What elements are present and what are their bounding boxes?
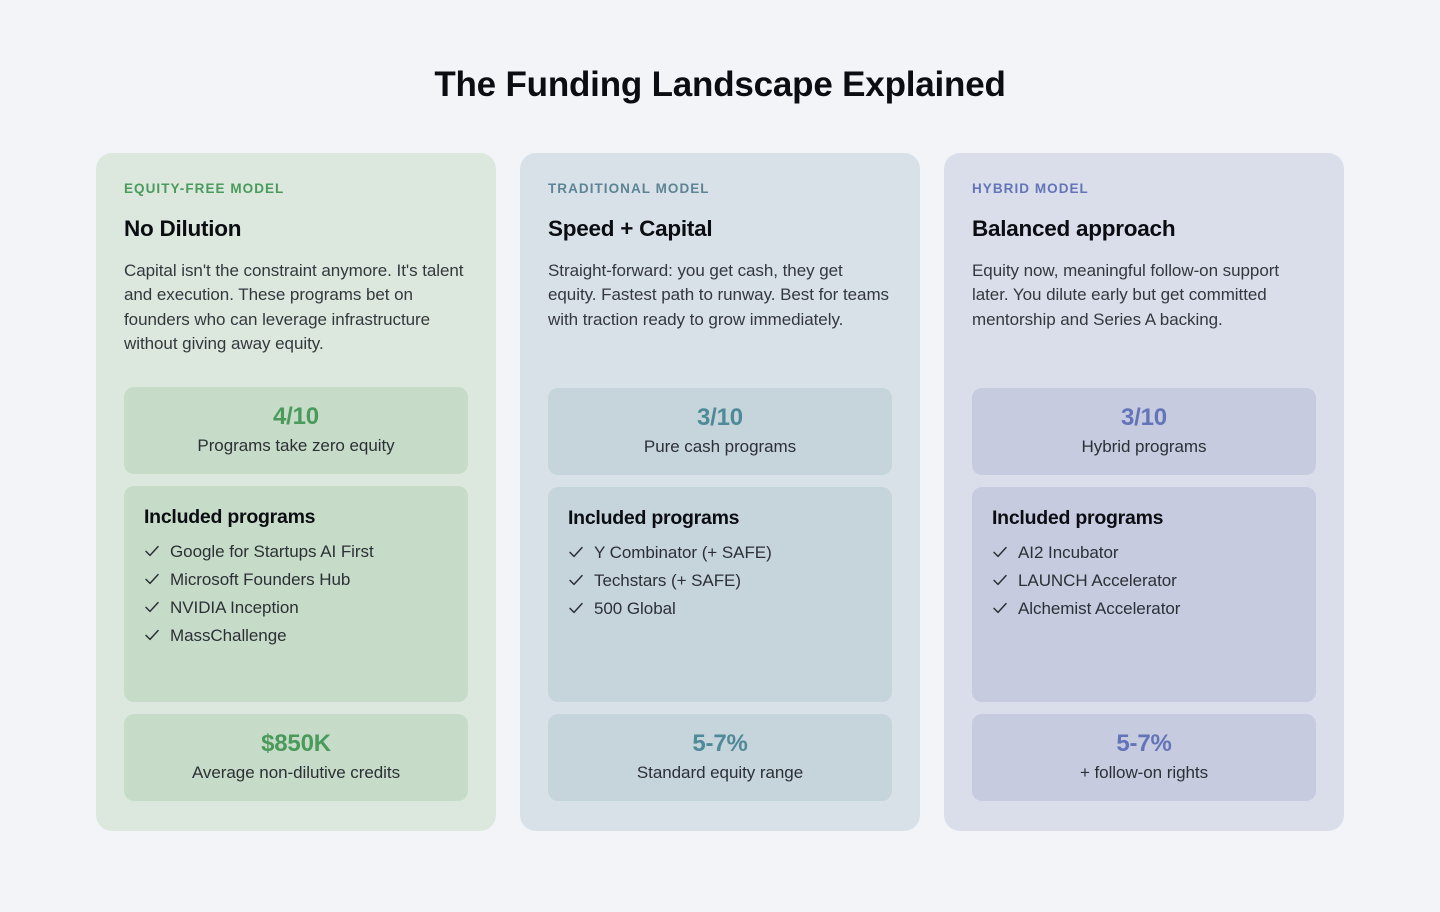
program-name: 500 Global — [594, 599, 676, 619]
card-eyebrow: HYBRID MODEL — [972, 181, 1089, 196]
list-item: Y Combinator (+ SAFE) — [568, 539, 872, 567]
check-icon — [568, 572, 584, 588]
programs-box: Included programs AI2 Incubator LAUNCH A… — [972, 487, 1316, 703]
top-stat-box: 3/10 Hybrid programs — [972, 388, 1316, 476]
bottom-stat-box: 5-7% + follow-on rights — [972, 714, 1316, 802]
program-name: Google for Startups AI First — [170, 541, 374, 561]
top-stat-label: Pure cash programs — [643, 437, 797, 457]
top-stat-value: 3/10 — [1121, 404, 1167, 432]
card-body-text: Straight-forward: you get cash, they get… — [548, 261, 890, 329]
check-icon — [144, 543, 160, 559]
programs-box: Included programs Google for Startups AI… — [124, 485, 468, 702]
programs-title: Included programs — [144, 505, 316, 528]
bottom-stat-box: 5-7% Standard equity range — [548, 714, 892, 802]
program-name: NVIDIA Inception — [170, 597, 299, 617]
list-item: NVIDIA Inception — [144, 594, 448, 622]
top-stat-label: Hybrid programs — [1081, 437, 1207, 457]
check-icon — [144, 571, 160, 587]
list-item: LAUNCH Accelerator — [992, 567, 1296, 595]
comparison-cards-row: EQUITY-FREE MODEL No Dilution Capital is… — [0, 153, 1440, 831]
card-spacer — [972, 332, 1316, 389]
card-eyebrow: EQUITY-FREE MODEL — [124, 181, 285, 196]
top-stat-value: 3/10 — [697, 404, 743, 432]
top-stat-value: 4/10 — [273, 402, 319, 430]
bottom-stat-value: 5-7% — [1116, 730, 1172, 758]
top-stat-box: 3/10 Pure cash programs — [548, 388, 892, 476]
list-item: Google for Startups AI First — [144, 538, 448, 566]
check-icon — [144, 627, 160, 643]
card-traditional-model: TRADITIONAL MODEL Speed + Capital Straig… — [520, 153, 920, 831]
program-name: LAUNCH Accelerator — [1018, 571, 1177, 591]
card-hybrid-model: HYBRID MODEL Balanced approach Equity no… — [944, 153, 1344, 831]
list-item: Alchemist Accelerator — [992, 595, 1296, 623]
program-list: Y Combinator (+ SAFE) Techstars (+ SAFE)… — [568, 539, 872, 623]
bottom-stat-value: $850K — [261, 730, 331, 757]
check-icon — [568, 600, 584, 616]
list-item: AI2 Incubator — [992, 539, 1296, 567]
list-item: 500 Global — [568, 595, 872, 623]
card-body-text: Capital isn't the constraint anymore. It… — [124, 261, 464, 353]
top-stat-box: 4/10 Programs take zero equity — [124, 386, 468, 474]
bottom-stat-box: $850K Average non-dilutive credits — [124, 714, 468, 801]
card-heading: No Dilution — [124, 216, 242, 241]
card-body-text: Equity now, meaningful follow-on support… — [972, 261, 1280, 329]
program-name: Alchemist Accelerator — [1018, 599, 1181, 619]
list-item: MassChallenge — [144, 622, 448, 650]
program-list: Google for Startups AI First Microsoft F… — [144, 538, 448, 650]
card-spacer — [548, 332, 892, 389]
program-name: Microsoft Founders Hub — [170, 569, 351, 589]
top-stat-label: Programs take zero equity — [197, 435, 395, 455]
check-icon — [992, 572, 1008, 588]
programs-box: Included programs Y Combinator (+ SAFE) … — [548, 487, 892, 703]
card-eyebrow: TRADITIONAL MODEL — [548, 181, 710, 196]
program-name: AI2 Incubator — [1018, 543, 1119, 563]
program-name: MassChallenge — [170, 625, 287, 645]
card-spacer — [124, 356, 468, 386]
program-name: Techstars (+ SAFE) — [594, 571, 741, 591]
program-list: AI2 Incubator LAUNCH Accelerator Alchemi… — [992, 539, 1296, 623]
programs-title: Included programs — [992, 507, 1164, 530]
card-heading: Balanced approach — [972, 216, 1176, 241]
check-icon — [144, 599, 160, 615]
bottom-stat-value: 5-7% — [692, 730, 748, 758]
list-item: Microsoft Founders Hub — [144, 566, 448, 594]
check-icon — [992, 544, 1008, 560]
check-icon — [992, 600, 1008, 616]
list-item: Techstars (+ SAFE) — [568, 567, 872, 595]
programs-title: Included programs — [568, 507, 740, 530]
card-equity-free-model: EQUITY-FREE MODEL No Dilution Capital is… — [96, 153, 496, 831]
bottom-stat-label: + follow-on rights — [1079, 763, 1209, 783]
check-icon — [568, 544, 584, 560]
program-name: Y Combinator (+ SAFE) — [594, 543, 772, 563]
bottom-stat-label: Average non-dilutive credits — [191, 763, 401, 782]
page-title: The Funding Landscape Explained — [434, 65, 1006, 104]
bottom-stat-label: Standard equity range — [636, 763, 804, 783]
card-heading: Speed + Capital — [548, 216, 713, 241]
